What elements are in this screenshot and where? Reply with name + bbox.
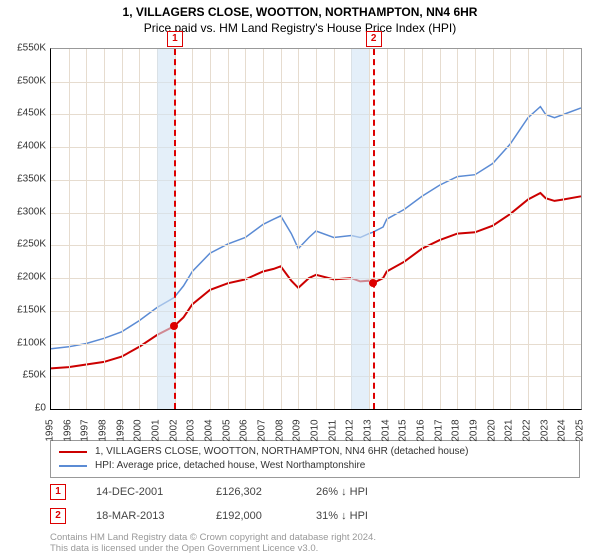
legend-swatch <box>59 451 87 454</box>
event-marker: 1 <box>50 484 66 500</box>
x-axis-label: 2015 <box>398 419 409 441</box>
legend-label: HPI: Average price, detached house, West… <box>95 459 365 473</box>
event-pct: 31% ↓ HPI <box>316 510 406 522</box>
event-pct: 26% ↓ HPI <box>316 486 406 498</box>
y-axis-label: £50K <box>23 370 46 381</box>
x-axis-label: 2012 <box>345 419 356 441</box>
marker-box: 1 <box>167 31 183 47</box>
x-axis-label: 2024 <box>557 419 568 441</box>
shade-region <box>157 49 175 409</box>
x-axis-label: 2004 <box>204 419 215 441</box>
x-axis-label: 2021 <box>504 419 515 441</box>
x-axis-label: 2005 <box>221 419 232 441</box>
x-axis-label: 2014 <box>380 419 391 441</box>
event-date: 14-DEC-2001 <box>96 486 216 498</box>
x-axis-label: 2003 <box>186 419 197 441</box>
x-axis-label: 2017 <box>433 419 444 441</box>
y-axis-label: £250K <box>17 239 46 250</box>
x-axis-label: 2000 <box>133 419 144 441</box>
y-axis-label: £350K <box>17 173 46 184</box>
y-axis-label: £0 <box>35 403 46 414</box>
x-axis-label: 2025 <box>575 419 586 441</box>
event-price: £192,000 <box>216 510 316 522</box>
event-date: 18-MAR-2013 <box>96 510 216 522</box>
footer-line: This data is licensed under the Open Gov… <box>50 543 376 554</box>
x-axis-label: 2020 <box>486 419 497 441</box>
x-axis-label: 2002 <box>168 419 179 441</box>
x-axis-label: 1999 <box>115 419 126 441</box>
event-row-2: 2 18-MAR-2013 £192,000 31% ↓ HPI <box>50 508 580 524</box>
x-axis-label: 2023 <box>539 419 550 441</box>
chart-title: 1, VILLAGERS CLOSE, WOOTTON, NORTHAMPTON… <box>0 0 600 19</box>
y-axis-label: £450K <box>17 108 46 119</box>
legend-label: 1, VILLAGERS CLOSE, WOOTTON, NORTHAMPTON… <box>95 445 468 459</box>
y-axis-label: £550K <box>17 43 46 54</box>
x-axis-label: 2001 <box>151 419 162 441</box>
event-row-1: 1 14-DEC-2001 £126,302 26% ↓ HPI <box>50 484 580 500</box>
y-axis-label: £150K <box>17 304 46 315</box>
legend-swatch <box>59 465 87 467</box>
legend: 1, VILLAGERS CLOSE, WOOTTON, NORTHAMPTON… <box>50 440 580 478</box>
x-axis-label: 2013 <box>363 419 374 441</box>
x-axis-label: 2007 <box>257 419 268 441</box>
marker-box: 2 <box>366 31 382 47</box>
x-axis-label: 2016 <box>416 419 427 441</box>
plot-area: 12 <box>50 48 582 410</box>
event-marker: 2 <box>50 508 66 524</box>
marker-dot <box>369 279 377 287</box>
x-axis-label: 1997 <box>80 419 91 441</box>
chart-subtitle: Price paid vs. HM Land Registry's House … <box>0 19 600 35</box>
y-axis-label: £100K <box>17 337 46 348</box>
x-axis-label: 2009 <box>292 419 303 441</box>
x-axis-label: 2008 <box>274 419 285 441</box>
marker-line <box>373 49 375 409</box>
x-axis-label: 2022 <box>522 419 533 441</box>
y-axis-label: £200K <box>17 272 46 283</box>
event-price: £126,302 <box>216 486 316 498</box>
x-axis-label: 2018 <box>451 419 462 441</box>
footer-line: Contains HM Land Registry data © Crown c… <box>50 532 376 543</box>
footer: Contains HM Land Registry data © Crown c… <box>50 532 376 555</box>
legend-item-2: HPI: Average price, detached house, West… <box>59 459 571 473</box>
chart-container: 1, VILLAGERS CLOSE, WOOTTON, NORTHAMPTON… <box>0 0 600 560</box>
y-axis-label: £500K <box>17 75 46 86</box>
x-axis-label: 2010 <box>310 419 321 441</box>
legend-item-1: 1, VILLAGERS CLOSE, WOOTTON, NORTHAMPTON… <box>59 445 571 459</box>
x-axis-label: 2019 <box>469 419 480 441</box>
x-axis-label: 1995 <box>45 419 56 441</box>
x-axis-label: 1996 <box>62 419 73 441</box>
x-axis-label: 1998 <box>98 419 109 441</box>
x-axis-label: 2006 <box>239 419 250 441</box>
marker-line <box>174 49 176 409</box>
y-axis-label: £300K <box>17 206 46 217</box>
shade-region <box>351 49 369 409</box>
y-axis-label: £400K <box>17 141 46 152</box>
x-axis-label: 2011 <box>327 420 338 442</box>
